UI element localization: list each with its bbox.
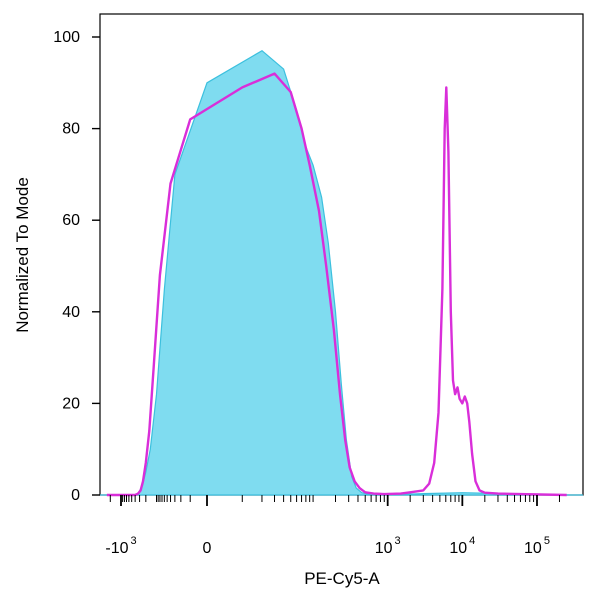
y-axis: 0 20 40 60 80 100 [53,29,100,504]
y-tick-label-5: 100 [53,29,80,46]
series-line-2 [106,72,567,497]
series-fill-1 [100,49,583,496]
y-axis-title: Normalized To Mode [13,177,32,333]
series-layer [100,49,583,497]
x-tick-label-0: -10 3 [105,535,136,557]
y-tick-label-1: 20 [62,395,80,412]
y-tick-label-4: 80 [62,121,80,138]
x-tick-label-1: 0 [203,540,212,557]
x-tick-label-4: 10 5 [524,535,550,557]
y-tick-label-3: 60 [62,212,80,229]
y-tick-label-0: 0 [71,487,80,504]
x-tick-label-2: 10 3 [375,535,401,557]
x-axis: -10 3 0 10 3 10 4 10 5 [105,495,560,557]
x-tick-label-3: 10 4 [449,535,475,557]
x-axis-title: PE-Cy5-A [304,569,380,588]
y-tick-label-2: 40 [62,304,80,321]
